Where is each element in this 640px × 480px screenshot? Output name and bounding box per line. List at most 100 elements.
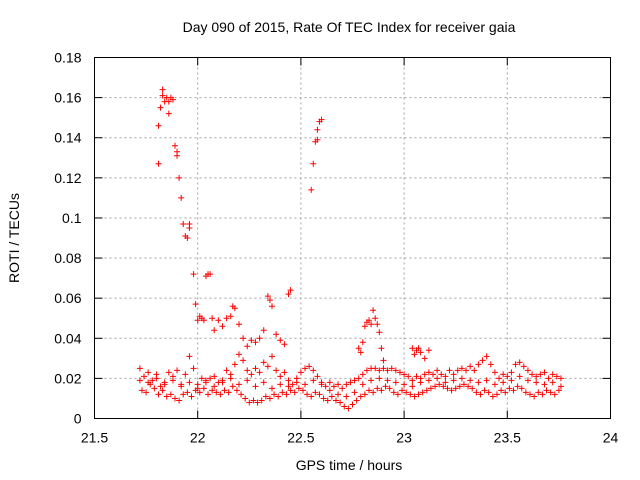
data-point <box>411 351 418 358</box>
data-point <box>423 387 430 394</box>
data-point <box>489 393 496 400</box>
data-point <box>335 381 342 388</box>
data-point <box>374 385 381 392</box>
data-point <box>159 387 166 394</box>
data-point <box>475 379 482 386</box>
data-point <box>374 321 381 328</box>
data-point <box>357 393 364 400</box>
data-point <box>244 343 251 350</box>
data-point <box>409 345 416 352</box>
data-point <box>436 381 443 388</box>
data-point <box>281 341 288 348</box>
data-point <box>176 174 183 181</box>
data-point <box>543 387 550 394</box>
data-point <box>198 375 205 382</box>
data-point <box>357 349 364 356</box>
data-point <box>444 385 451 392</box>
data-point <box>320 395 327 402</box>
data-point <box>136 377 143 384</box>
data-point <box>382 383 389 390</box>
data-point <box>136 365 143 372</box>
data-point <box>153 375 160 382</box>
data-point <box>269 385 276 392</box>
data-point <box>161 381 168 388</box>
data-point <box>295 385 302 392</box>
data-point <box>498 387 505 394</box>
data-point <box>271 391 278 398</box>
data-point <box>269 303 276 310</box>
data-point <box>506 385 513 392</box>
data-point <box>314 126 321 133</box>
data-points <box>136 86 564 412</box>
data-point <box>310 377 317 384</box>
data-point <box>190 271 197 278</box>
data-point <box>491 381 498 388</box>
data-point <box>221 387 228 394</box>
data-point <box>211 373 218 380</box>
y-tick-label: 0.06 <box>54 290 81 306</box>
data-point <box>516 359 523 366</box>
data-point <box>458 365 465 372</box>
data-point <box>533 373 540 380</box>
data-point <box>409 383 416 390</box>
data-point <box>264 363 271 370</box>
data-point <box>434 367 441 374</box>
data-point <box>219 379 226 386</box>
data-point <box>493 391 500 398</box>
data-point <box>475 361 482 368</box>
data-point <box>155 391 162 398</box>
data-point <box>500 371 507 378</box>
data-point <box>392 367 399 374</box>
data-point <box>275 393 282 400</box>
data-point <box>415 345 422 352</box>
data-point <box>335 391 342 398</box>
data-point <box>159 86 166 93</box>
data-point <box>434 375 441 382</box>
data-point <box>219 323 226 330</box>
data-point <box>200 385 207 392</box>
data-point <box>427 385 434 392</box>
data-point <box>326 379 333 386</box>
data-point <box>359 371 366 378</box>
data-point <box>297 369 304 376</box>
data-point <box>163 393 170 400</box>
y-axis-ticks: 0 0.02 0.04 0.06 0.08 0.1 0.12 0.14 0.16 0.18 <box>54 50 611 427</box>
data-point <box>361 323 368 330</box>
data-point <box>186 220 193 227</box>
data-point <box>366 387 373 394</box>
data-point <box>508 377 515 384</box>
data-point <box>328 393 335 400</box>
data-point <box>145 369 152 376</box>
data-point <box>458 375 465 382</box>
data-point <box>479 357 486 364</box>
data-point <box>190 365 197 372</box>
data-point <box>169 377 176 384</box>
x-tick-label: 21.5 <box>81 430 108 446</box>
data-point <box>341 403 348 410</box>
data-point <box>207 375 214 382</box>
data-point <box>273 331 280 338</box>
data-point <box>510 387 517 394</box>
data-point <box>442 373 449 380</box>
data-point <box>456 383 463 390</box>
data-point <box>353 397 360 404</box>
data-point <box>143 389 150 396</box>
data-point <box>440 383 447 390</box>
data-point <box>351 389 358 396</box>
data-point <box>322 383 329 390</box>
data-point <box>549 371 556 378</box>
data-point <box>349 401 356 408</box>
data-point <box>372 365 379 372</box>
data-point <box>165 110 172 117</box>
data-point <box>283 391 290 398</box>
data-point <box>285 383 292 390</box>
data-point <box>417 349 424 356</box>
data-point <box>240 335 247 342</box>
data-point <box>277 381 284 388</box>
y-tick-label: 0.1 <box>62 210 82 226</box>
data-point <box>316 391 323 398</box>
data-point <box>425 347 432 354</box>
y-tick-label: 0.04 <box>54 330 81 346</box>
data-point <box>527 391 534 398</box>
data-point <box>223 315 230 322</box>
